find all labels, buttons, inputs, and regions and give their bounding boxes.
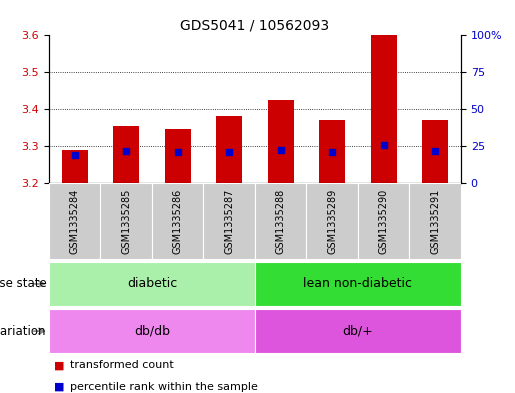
Bar — [62, 150, 88, 183]
Bar — [113, 126, 139, 183]
Text: GSM1335286: GSM1335286 — [173, 188, 183, 254]
Text: GSM1335285: GSM1335285 — [121, 188, 131, 254]
Text: ■: ■ — [54, 382, 64, 392]
Text: percentile rank within the sample: percentile rank within the sample — [70, 382, 258, 392]
Bar — [216, 116, 242, 183]
Bar — [100, 183, 152, 259]
Bar — [255, 309, 461, 353]
Bar — [255, 183, 306, 259]
Text: GSM1335290: GSM1335290 — [379, 188, 389, 254]
Text: GSM1335287: GSM1335287 — [224, 188, 234, 254]
Title: GDS5041 / 10562093: GDS5041 / 10562093 — [180, 19, 330, 33]
Bar — [358, 183, 409, 259]
Text: disease state: disease state — [0, 277, 46, 290]
Text: GSM1335288: GSM1335288 — [276, 188, 286, 254]
Bar — [268, 100, 294, 183]
Bar — [49, 309, 255, 353]
Bar — [371, 35, 397, 183]
Bar — [255, 262, 461, 306]
Bar — [165, 129, 191, 183]
Text: GSM1335284: GSM1335284 — [70, 188, 80, 254]
Text: lean non-diabetic: lean non-diabetic — [303, 277, 413, 290]
Bar — [306, 183, 358, 259]
Text: diabetic: diabetic — [127, 277, 177, 290]
Bar — [152, 183, 203, 259]
Bar — [422, 120, 448, 183]
Bar — [49, 183, 100, 259]
Bar — [49, 262, 255, 306]
Text: genotype/variation: genotype/variation — [0, 325, 46, 338]
Text: db/db: db/db — [134, 325, 170, 338]
Text: GSM1335289: GSM1335289 — [327, 188, 337, 254]
Bar — [319, 120, 345, 183]
Text: transformed count: transformed count — [70, 360, 173, 371]
Text: ■: ■ — [54, 360, 64, 371]
Text: db/+: db/+ — [342, 325, 373, 338]
Bar — [409, 183, 461, 259]
Text: GSM1335291: GSM1335291 — [430, 188, 440, 254]
Bar — [203, 183, 255, 259]
